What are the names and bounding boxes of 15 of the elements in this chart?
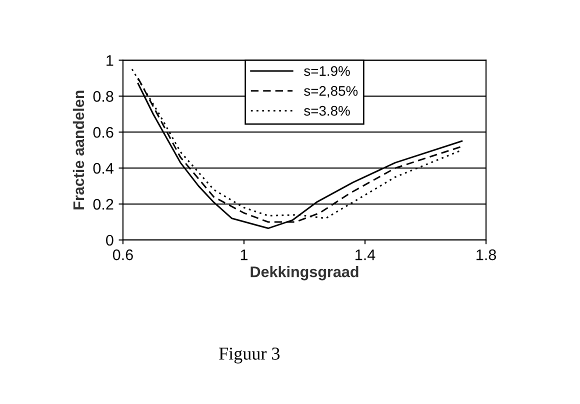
x-tick-label: 1.8 xyxy=(476,249,496,260)
legend-label: s=2,85% xyxy=(304,86,358,98)
text: Figuur 3 xyxy=(219,348,280,364)
legend-label: s=3.8% xyxy=(304,106,350,116)
y-tick-label: 0.2 xyxy=(93,198,114,210)
y-axis-title: Fractie aandelen xyxy=(72,90,84,210)
y-tick-label: 0.4 xyxy=(93,162,114,174)
y-tick-label: 1 xyxy=(106,55,114,66)
x-tick-label: 1 xyxy=(240,250,248,260)
legend-label: s=1.9% xyxy=(304,66,350,76)
x-axis-title: Dekkingsgraad xyxy=(250,266,358,280)
x-tick-label: 1.4 xyxy=(356,250,376,260)
y-tick-label: 0.8 xyxy=(93,91,114,102)
y-tick-label: 0 xyxy=(106,234,114,246)
y-tick-label: 0.6 xyxy=(93,126,114,138)
